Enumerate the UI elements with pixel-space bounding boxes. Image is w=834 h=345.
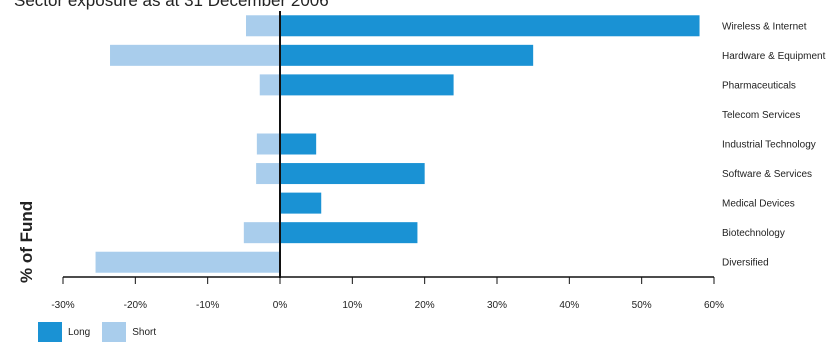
bar-short — [259, 74, 280, 96]
bar-short — [95, 251, 280, 273]
x-tick-label: -30% — [51, 300, 74, 311]
legend-item-long: Long — [38, 322, 90, 342]
axes-group: -30% -20% -10% 0% 10% 20% 30% 40% 50% 60% — [51, 11, 724, 311]
bar-long — [280, 15, 700, 37]
x-tick-label: 10% — [342, 300, 362, 311]
x-tick-label: -10% — [196, 300, 219, 311]
bar-long — [280, 133, 317, 155]
x-tick-label: 0% — [273, 300, 288, 311]
legend-swatch-short — [102, 322, 127, 342]
legend-item-short: Short — [102, 322, 156, 342]
category-label: Pharmaceuticals — [722, 80, 796, 91]
bar-long — [280, 163, 425, 185]
category-label: Medical Devices — [722, 199, 795, 210]
bar-short — [243, 222, 280, 244]
x-tick-label: 30% — [487, 300, 507, 311]
bar-long — [280, 44, 534, 66]
bar-short — [256, 163, 280, 185]
bar-short — [246, 15, 280, 37]
x-tick-label: 40% — [559, 300, 579, 311]
category-label: Industrial Technology — [722, 140, 816, 151]
bar-short — [256, 133, 280, 155]
category-label: Telecom Services — [722, 110, 800, 121]
x-tick-label: 50% — [632, 300, 652, 311]
category-labels-group: Wireless & Internet Hardware & Equipment P… — [722, 21, 826, 268]
legend-label-short: Short — [132, 326, 157, 338]
category-label: Wireless & Internet — [722, 21, 807, 32]
chart-title: Sector exposure as at 31 December 2006 — [14, 0, 329, 10]
category-label: Biotechnology — [722, 228, 785, 239]
bars-group — [95, 15, 700, 273]
category-label: Software & Services — [722, 169, 812, 180]
bar-long — [280, 74, 454, 96]
legend-label-long: Long — [68, 326, 91, 338]
bar-long — [280, 222, 418, 244]
category-label: Diversified — [722, 258, 769, 269]
bar-short — [110, 44, 281, 66]
x-tick-label: -20% — [124, 300, 147, 311]
legend: Long Short — [38, 322, 168, 342]
category-label: Hardware & Equipment — [722, 51, 826, 62]
bar-long — [280, 192, 322, 214]
legend-swatch-long — [38, 322, 62, 342]
x-tick-label: 60% — [704, 300, 724, 311]
y-axis-label: % of Fund — [17, 201, 36, 283]
x-tick-label: 20% — [415, 300, 435, 311]
